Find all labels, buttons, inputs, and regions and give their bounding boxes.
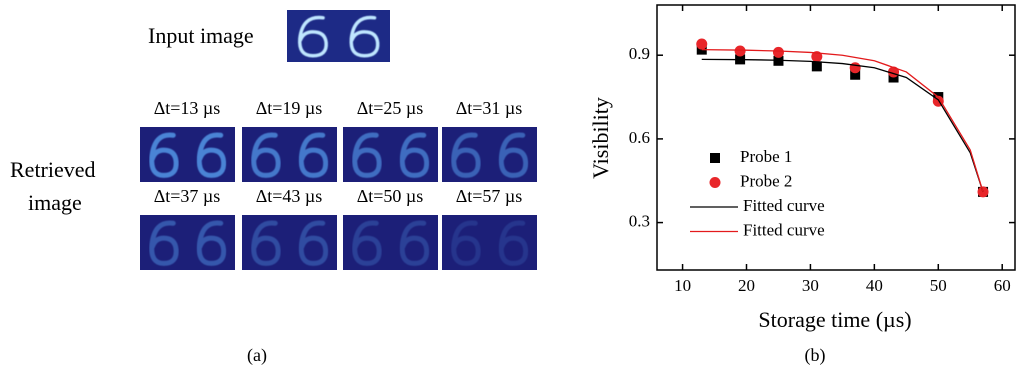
point [773, 47, 784, 58]
figure: Input image Retrieved image (a) (b) Stor… [0, 0, 1029, 380]
point [735, 46, 746, 57]
legend-label: Probe 2 [740, 171, 792, 190]
y-tick-label: 0.9 [629, 44, 650, 63]
retrieved-label: Retrieved [10, 157, 96, 182]
legend-swatch [710, 153, 720, 163]
time-label: Δt=19 µs [256, 98, 323, 118]
x-tick-label: 40 [866, 276, 883, 295]
caption: (b) [805, 345, 826, 366]
point [812, 61, 822, 71]
legend-swatch [710, 177, 721, 188]
x-tick-label: 30 [802, 276, 819, 295]
x-tick-label: 60 [994, 276, 1011, 295]
x-tick-label: 20 [738, 276, 755, 295]
legend-label: Probe 1 [740, 147, 792, 166]
time-label: Δt=57 µs [456, 186, 523, 206]
legend-label: Fitted curve [743, 196, 825, 215]
retrieved-label: image [28, 190, 82, 215]
y-tick-label: 0.6 [629, 128, 650, 147]
y-tick-label: 0.3 [629, 211, 650, 230]
point [850, 62, 861, 73]
input-label: Input image [148, 23, 254, 48]
x-tick-label: 10 [674, 276, 691, 295]
time-label: Δt=43 µs [256, 186, 323, 206]
caption: (a) [247, 345, 267, 366]
time-label: Δt=25 µs [357, 98, 424, 118]
x-tick-label: 50 [930, 276, 947, 295]
x-axis-label: Storage time (µs) [758, 307, 911, 332]
point [696, 39, 707, 50]
time-label: Δt=50 µs [357, 186, 424, 206]
time-label: Δt=37 µs [154, 186, 221, 206]
time-label: Δt=13 µs [154, 98, 221, 118]
legend-label: Fitted curve [743, 220, 825, 239]
y-axis-label: Visibility [588, 97, 613, 179]
time-label: Δt=31 µs [456, 98, 523, 118]
